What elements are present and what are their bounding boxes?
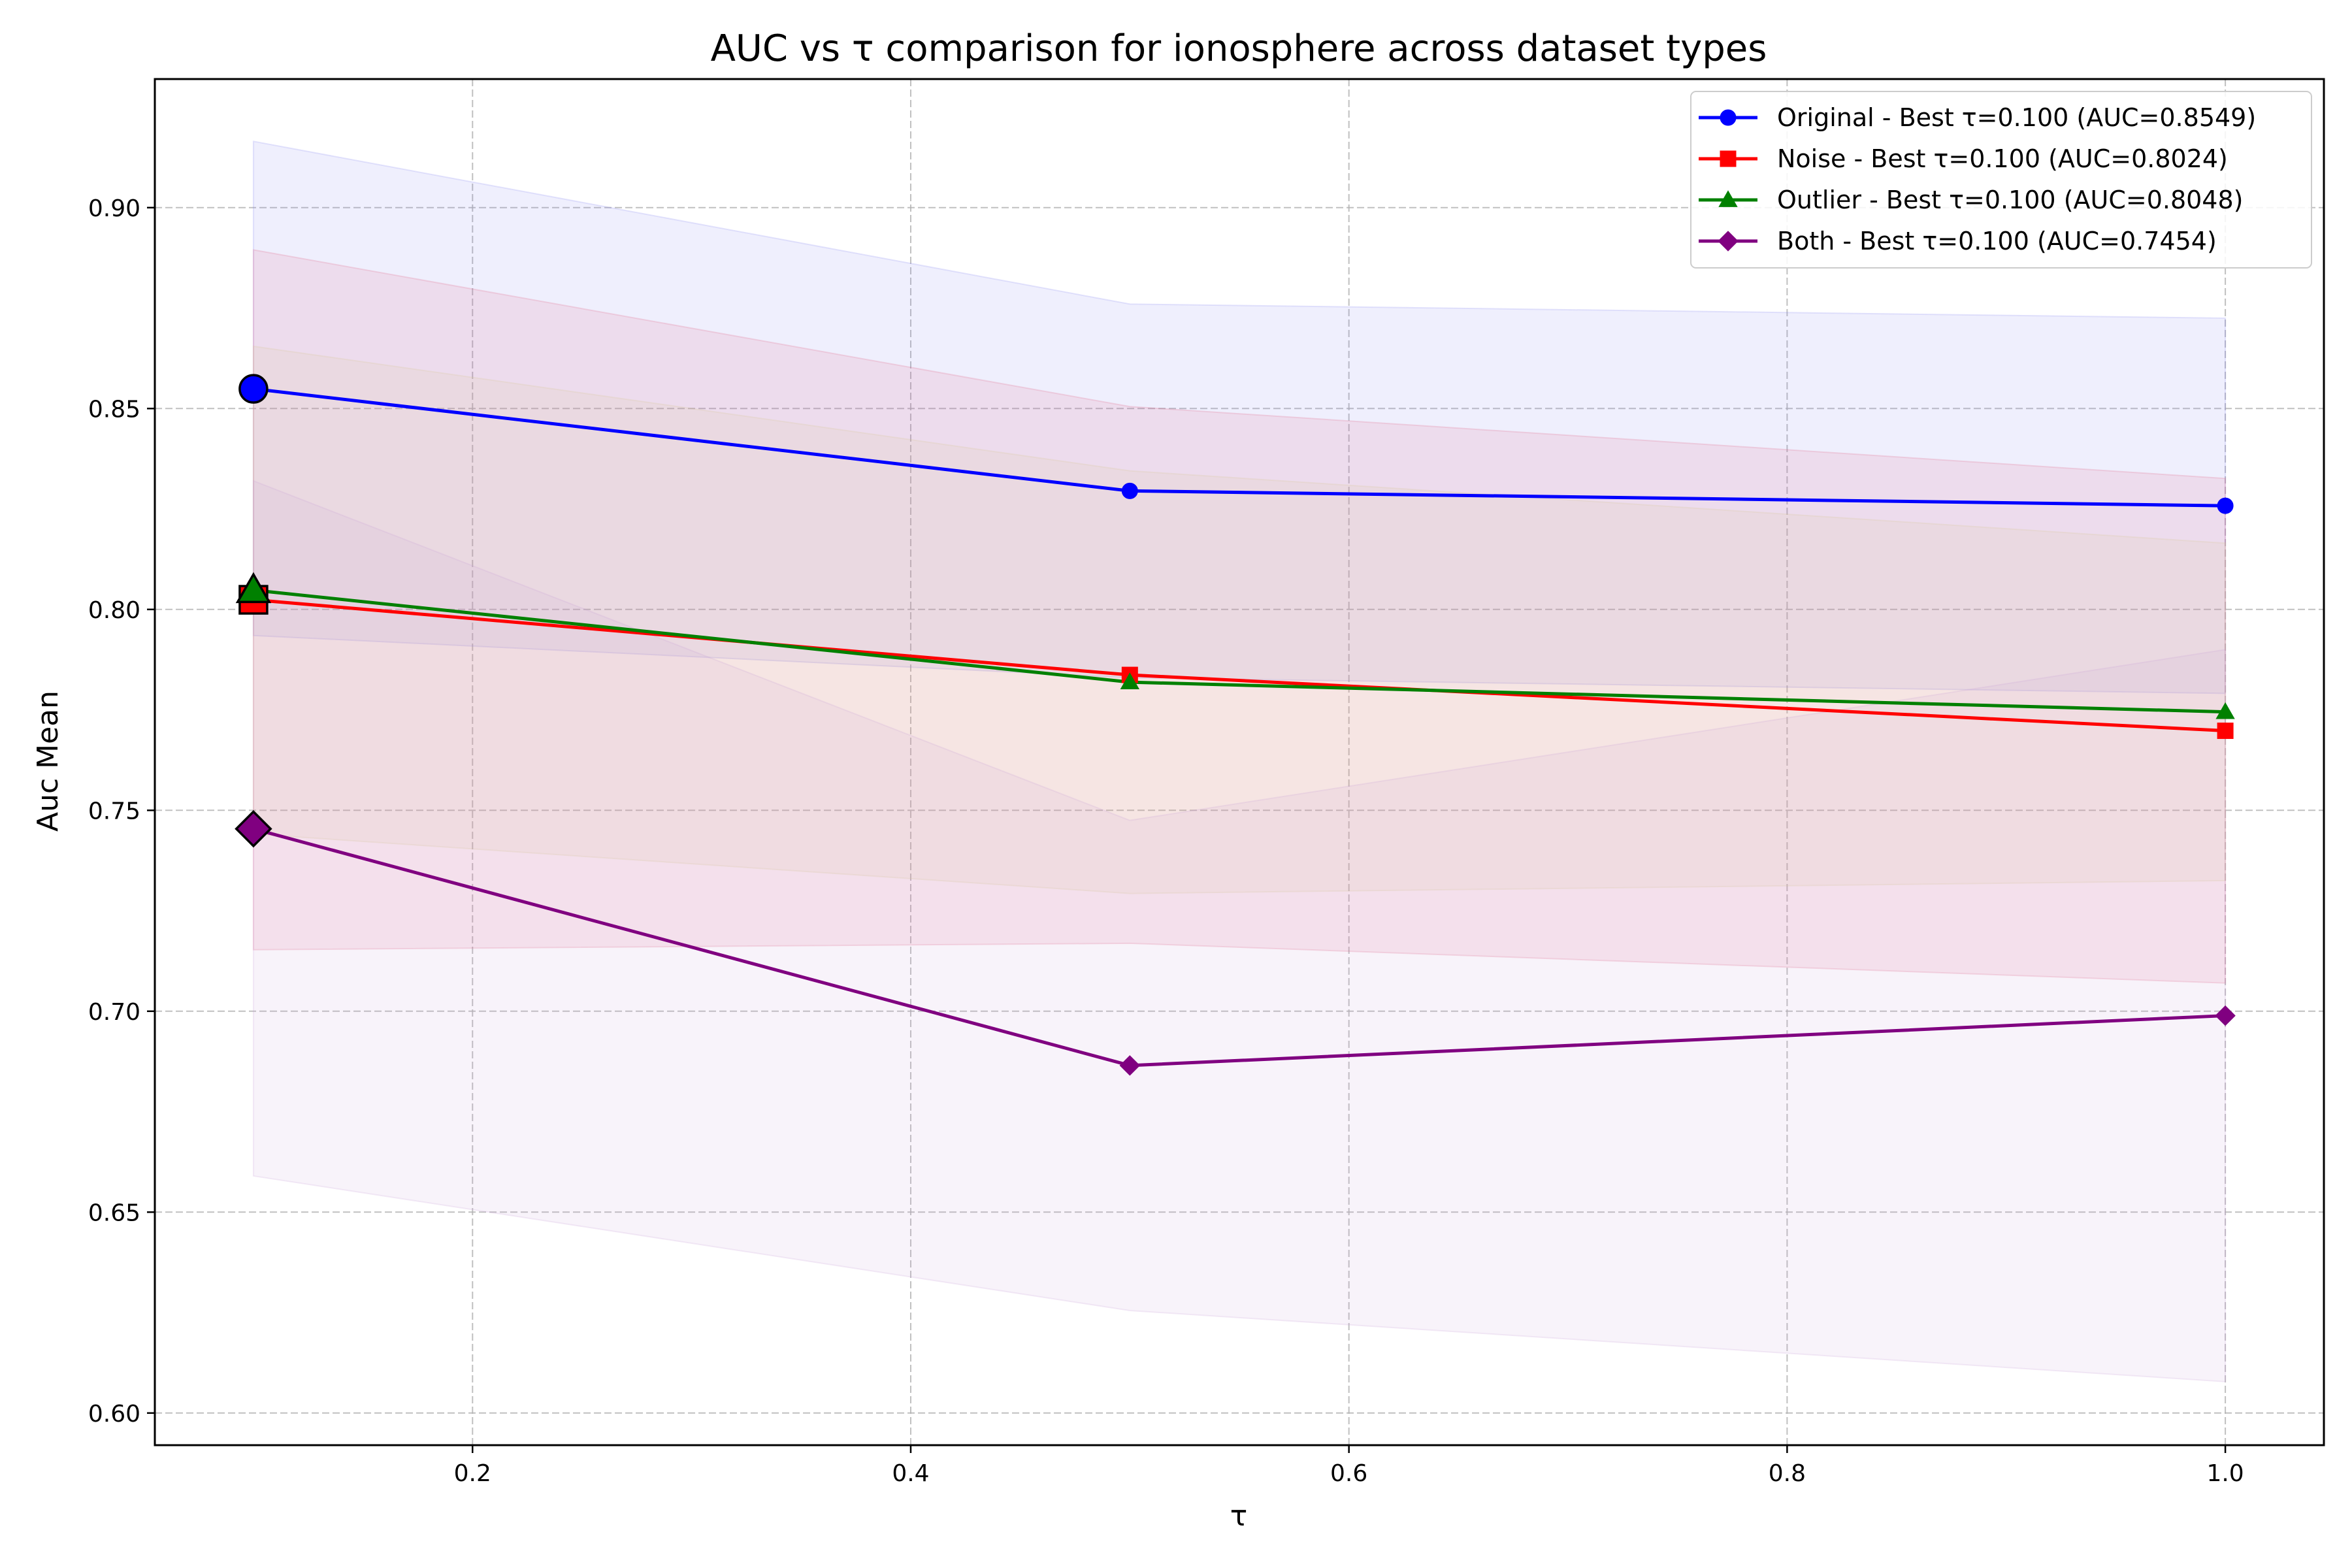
plot-frame [154, 78, 2325, 1446]
grid-layer [155, 79, 2324, 1445]
outlier-legend-label: Outlier - Best τ=0.100 (AUC=0.8048) [1777, 186, 2243, 214]
both-data-point [2215, 1005, 2236, 1026]
both-legend-label: Both - Best τ=0.100 (AUC=0.7454) [1777, 227, 2217, 255]
original-legend-label: Original - Best τ=0.100 (AUC=0.8549) [1777, 103, 2256, 132]
y-tick-label: 0.65 [88, 1200, 140, 1226]
axis-ticks: 0.2 0.4 0.6 0.8 1.0 0.60 0.65 0.70 0.75 0.80 0.85 0… [88, 195, 2244, 1487]
y-tick-label: 0.90 [88, 195, 140, 222]
x-tick-label: 1.0 [2206, 1460, 2244, 1487]
both-legend-marker [1718, 231, 1739, 252]
both-confidence-band [252, 480, 2227, 1382]
noise-legend-label: Noise - Best τ=0.100 (AUC=0.8024) [1777, 144, 2228, 173]
y-tick-label: 0.60 [88, 1401, 140, 1428]
x-tick-label: 0.6 [1330, 1460, 1367, 1487]
legend-box [1690, 91, 2312, 269]
outlier-data-point [1120, 672, 1139, 689]
series-markers [235, 374, 2236, 1076]
chart-title: AUC vs τ comparison for ionosphere acros… [711, 27, 1767, 70]
outlier-best-marker [235, 572, 272, 604]
legend: Original - Best τ=0.100 (AUC=0.8549) Nois… [1690, 91, 2312, 269]
y-tick-label: 0.85 [88, 396, 140, 423]
x-axis-title: τ [1230, 1499, 1248, 1533]
outlier-data-point [2215, 702, 2235, 719]
both-best-marker [235, 809, 272, 848]
original-legend-marker [1720, 109, 1737, 126]
original-best-marker [238, 374, 269, 404]
y-tick-label: 0.75 [88, 798, 140, 825]
original-confidence-band [252, 140, 2227, 694]
x-tick-label: 0.2 [454, 1460, 491, 1487]
both-data-point [1119, 1055, 1141, 1076]
original-data-point [2217, 497, 2234, 514]
y-tick-label: 0.70 [88, 999, 140, 1026]
x-tick-label: 0.8 [1769, 1460, 1806, 1487]
noise-confidence-band [252, 249, 2227, 984]
outlier-legend-marker [1718, 190, 1738, 207]
original-data-point [1121, 482, 1138, 499]
confidence-bands [252, 140, 2227, 1382]
y-tick-label: 0.80 [88, 597, 140, 624]
noise-data-point [2217, 723, 2234, 740]
x-tick-label: 0.4 [892, 1460, 929, 1487]
y-axis-title: Auc Mean [31, 691, 65, 832]
noise-legend-marker [1720, 150, 1737, 167]
